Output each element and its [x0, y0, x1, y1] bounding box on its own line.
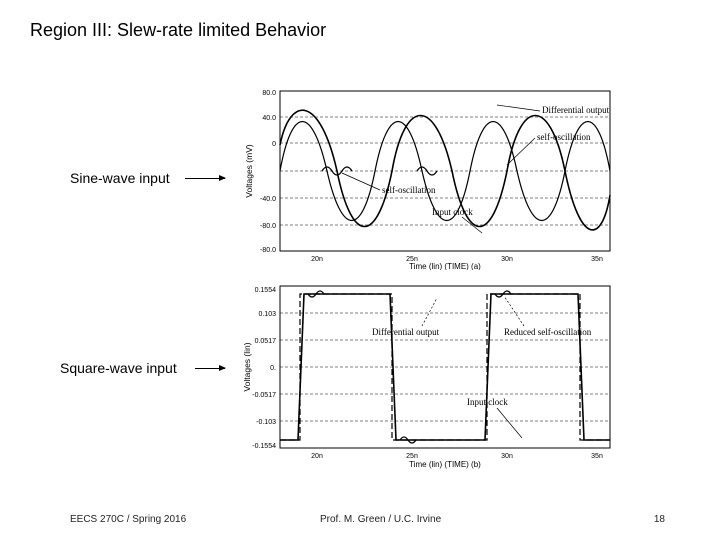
svg-text:Time (lin) (TIME) (a): Time (lin) (TIME) (a) — [409, 262, 481, 270]
footer-course: EECS 270C / Spring 2016 — [70, 514, 186, 525]
svg-text:0.103: 0.103 — [258, 311, 276, 318]
svg-text:20n: 20n — [311, 256, 323, 263]
svg-text:Input clock: Input clock — [432, 207, 473, 217]
svg-text:self-oscillation: self-oscillation — [382, 185, 436, 195]
arrow-to-bottom-plot — [195, 368, 225, 369]
plot-square-wave: 0.1554 0.103 0.0517 0. -0.0517 -0.103 -0… — [242, 280, 622, 470]
svg-text:0.1554: 0.1554 — [255, 287, 277, 294]
svg-text:20n: 20n — [311, 453, 323, 460]
svg-text:0: 0 — [272, 141, 276, 148]
svg-text:0.0517: 0.0517 — [255, 338, 277, 345]
svg-text:-80.0: -80.0 — [260, 247, 276, 254]
svg-text:Time (lin) (TIME) (b): Time (lin) (TIME) (b) — [409, 460, 481, 469]
footer-author: Prof. M. Green / U.C. Irvine — [320, 514, 441, 525]
svg-text:25n: 25n — [406, 453, 418, 460]
svg-text:-80.0: -80.0 — [260, 223, 276, 230]
svg-text:Input clock: Input clock — [467, 397, 508, 407]
svg-text:40.0: 40.0 — [262, 115, 276, 122]
svg-text:30n: 30n — [501, 256, 513, 263]
svg-text:35n: 35n — [591, 256, 603, 263]
svg-text:Reduced self-oscillation: Reduced self-oscillation — [504, 327, 592, 337]
svg-text:Differential output: Differential output — [372, 327, 440, 337]
svg-text:30n: 30n — [501, 453, 513, 460]
page-title: Region III: Slew-rate limited Behavior — [30, 20, 326, 41]
svg-text:-40.0: -40.0 — [260, 196, 276, 203]
svg-text:80.0: 80.0 — [262, 90, 276, 97]
svg-text:Voltages (lin): Voltages (lin) — [242, 342, 252, 391]
svg-text:-0.1554: -0.1554 — [252, 443, 276, 450]
svg-text:-0.0517: -0.0517 — [252, 392, 276, 399]
svg-text:0.: 0. — [270, 365, 276, 372]
arrow-to-top-plot — [185, 178, 225, 179]
svg-text:Voltages (mV): Voltages (mV) — [244, 144, 254, 198]
label-sine-input: Sine-wave input — [70, 170, 170, 186]
svg-text:-0.103: -0.103 — [256, 419, 276, 426]
label-square-input: Square-wave input — [60, 360, 177, 376]
svg-text:Differential output: Differential output — [542, 105, 610, 115]
footer-page: 18 — [654, 514, 665, 525]
plot-sine-wave: 80.0 40.0 0 -40.0 -80.0 -80.0 Voltages (… — [242, 85, 622, 270]
svg-text:35n: 35n — [591, 453, 603, 460]
svg-text:self-oscillation: self-oscillation — [537, 132, 591, 142]
